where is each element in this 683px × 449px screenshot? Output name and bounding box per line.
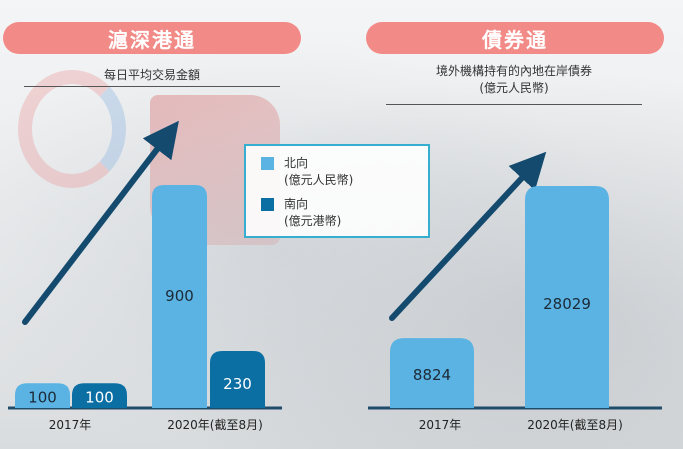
stock-connect-category-2017: 2017年: [48, 418, 92, 432]
bond-connect-subtitle-unit: (億元人民幣): [479, 81, 549, 95]
legend-item-northbound: 北向 (億元人民幣): [261, 155, 354, 189]
chart-legend: 北向 (億元人民幣) 南向 (億元港幣): [244, 144, 430, 238]
data-label-stock-connect-northbound-0: 100: [28, 389, 57, 407]
data-label-stock-connect-northbound-1: 900: [165, 287, 194, 305]
bar-stock-connect-northbound-1: [152, 185, 207, 408]
bond-connect-rule: [386, 104, 642, 105]
growth-arrow-right: [389, 151, 547, 321]
bond-connect-subtitle: 境外機構持有的內地在岸債券 (億元人民幣): [386, 63, 642, 97]
data-label-bond-connect-1: 28029: [543, 295, 591, 313]
bar-stock-connect-southbound-1: [210, 351, 265, 408]
stock-connect-title: 滬深港通: [3, 22, 301, 54]
growth-arrow-left: [22, 120, 179, 325]
bond-connect-subtitle-line1: 境外機構持有的內地在岸債券: [435, 64, 592, 78]
data-label-bond-connect-0: 8824: [413, 366, 451, 384]
data-label-stock-connect-southbound-0: 100: [85, 389, 114, 407]
legend-swatch-southbound: [261, 198, 274, 211]
legend-unit-northbound: (億元人民幣): [284, 173, 354, 187]
bar-bond-connect-0: [390, 338, 474, 408]
legend-label-southbound: 南向: [284, 197, 309, 211]
legend-item-southbound: 南向 (億元港幣): [261, 196, 342, 230]
legend-label-northbound: 北向: [284, 156, 309, 170]
bar-bond-connect-1: [525, 186, 609, 408]
legend-swatch-northbound: [261, 157, 274, 170]
bar-stock-connect-southbound-0: [72, 383, 127, 408]
bond-connect-category-2020: 2020年(截至8月): [527, 418, 623, 432]
bond-connect-category-2017: 2017年: [418, 418, 462, 432]
legend-unit-southbound: (億元港幣): [284, 214, 342, 228]
bond-connect-title: 債券通: [366, 22, 664, 54]
bar-stock-connect-northbound-0: [15, 383, 70, 408]
stock-connect-category-2020: 2020年(截至8月): [167, 418, 263, 432]
data-label-stock-connect-southbound-1: 230: [223, 375, 252, 393]
stock-connect-subtitle: 每日平均交易金額: [103, 68, 200, 82]
stock-connect-rule: [24, 86, 280, 87]
